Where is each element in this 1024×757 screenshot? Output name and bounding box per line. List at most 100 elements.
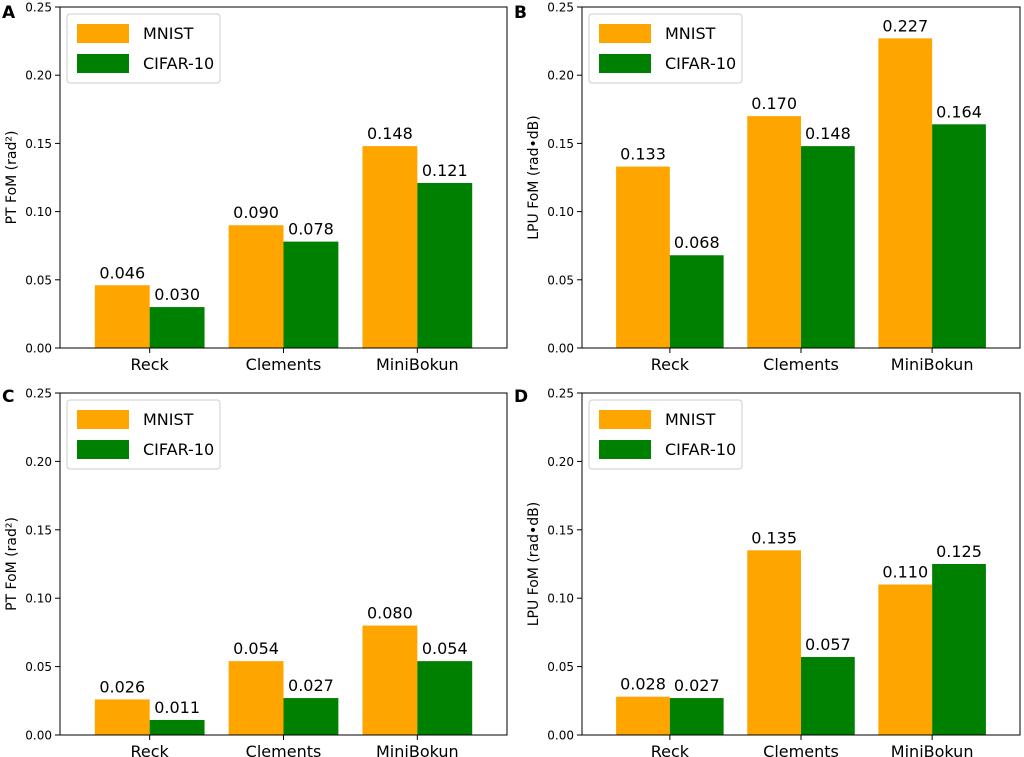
y-tick-label: 0.20 — [25, 455, 52, 469]
bar-cifar-10-reck — [149, 719, 205, 735]
y-tick-label: 0.25 — [25, 387, 52, 401]
axes-frame — [581, 6, 1021, 349]
legend-swatch-cifar-10 — [77, 54, 129, 73]
chart-panel-c: C 0.026 0.011 Reck 0.054 0.027 Clements 0.080 0.… — [2, 387, 508, 757]
value-label: 0.028 — [620, 675, 666, 694]
legend-swatch-mnist — [77, 410, 129, 429]
bar-mnist-minibokun — [362, 146, 418, 348]
y-tick-label: 0.05 — [25, 660, 52, 674]
value-label: 0.068 — [674, 233, 720, 252]
value-label: 0.148 — [367, 124, 413, 143]
bar-cifar-10-minibokun — [417, 661, 473, 735]
bar-cifar-10-clements — [801, 657, 855, 735]
bar-cifar-10-clements — [283, 698, 339, 735]
x-tick-label: MiniBokun — [891, 742, 974, 757]
legend-swatch-cifar-10 — [77, 440, 129, 459]
legend-label: CIFAR-10 — [665, 440, 736, 459]
legend-swatch-cifar-10 — [599, 54, 651, 73]
value-label: 0.121 — [422, 161, 468, 180]
value-label: 0.170 — [751, 94, 797, 113]
bar-cifar-10-clements — [801, 146, 855, 348]
y-tick-label: 0.10 — [547, 205, 574, 219]
legend-label: MNIST — [143, 410, 194, 429]
y-tick-label: 0.15 — [547, 523, 574, 537]
y-tick-label: 0.20 — [547, 455, 574, 469]
value-label: 0.078 — [288, 220, 334, 239]
x-tick-label: Clements — [246, 355, 322, 374]
y-tick-label: 0.05 — [547, 273, 574, 287]
y-axis-label: PT FoM (rad²) — [4, 517, 20, 611]
legend-swatch-cifar-10 — [599, 440, 651, 459]
y-tick-label: 0.10 — [25, 592, 52, 606]
legend-label: MNIST — [143, 24, 194, 43]
value-label: 0.030 — [154, 285, 200, 304]
value-label: 0.046 — [99, 263, 145, 282]
value-label: 0.026 — [99, 677, 145, 696]
value-label: 0.054 — [422, 639, 468, 658]
y-axis-label: LPU FoM (rad•dB) — [526, 115, 542, 239]
value-label: 0.080 — [367, 604, 413, 623]
value-label: 0.090 — [233, 203, 279, 222]
y-tick-label: 0.00 — [547, 729, 574, 743]
bar-mnist-minibokun — [362, 625, 418, 735]
y-tick-label: 0.10 — [25, 205, 52, 219]
bar-mnist-minibokun — [878, 584, 933, 735]
legend-swatch-mnist — [599, 24, 651, 43]
chart-panel-a: A 0.046 0.030 Reck 0.090 0.078 Clements 0.148 0.… — [2, 1, 508, 374]
bar-mnist-reck — [616, 696, 670, 735]
bar-mnist-clements — [747, 550, 801, 735]
x-tick-label: Clements — [246, 742, 322, 757]
value-label: 0.125 — [936, 542, 982, 561]
axes-frame — [581, 392, 1021, 736]
panel-letter: C — [2, 387, 14, 407]
panel-letter: A — [2, 3, 16, 23]
x-tick-label: Reck — [131, 355, 170, 374]
value-label: 0.011 — [154, 698, 200, 717]
value-label: 0.227 — [882, 16, 928, 35]
y-tick-label: 0.25 — [25, 1, 52, 15]
y-tick-label: 0.25 — [547, 1, 574, 15]
panel-letter: D — [514, 387, 528, 407]
value-label: 0.110 — [882, 563, 928, 582]
y-tick-label: 0.00 — [25, 342, 52, 356]
bar-mnist-clements — [228, 225, 284, 348]
legend-swatch-mnist — [599, 410, 651, 429]
bar-cifar-10-minibokun — [932, 564, 986, 735]
bar-mnist-minibokun — [878, 38, 933, 348]
y-tick-label: 0.00 — [547, 342, 574, 356]
y-tick-label: 0.10 — [547, 592, 574, 606]
chart-panel-d: D 0.028 0.027 Reck 0.135 0.057 Clements 0.110 0.… — [514, 387, 1021, 757]
bar-cifar-10-clements — [283, 241, 339, 348]
y-tick-label: 0.20 — [25, 69, 52, 83]
x-tick-label: Reck — [651, 742, 690, 757]
y-axis-label: LPU FoM (rad•dB) — [526, 502, 542, 626]
y-tick-label: 0.15 — [25, 523, 52, 537]
bar-mnist-clements — [228, 661, 284, 735]
legend-label: CIFAR-10 — [143, 54, 214, 73]
x-tick-label: Clements — [763, 355, 839, 374]
x-tick-label: MiniBokun — [891, 355, 974, 374]
bar-cifar-10-reck — [149, 307, 205, 348]
value-label: 0.027 — [674, 676, 720, 695]
legend-swatch-mnist — [77, 24, 129, 43]
y-tick-label: 0.15 — [25, 137, 52, 151]
value-label: 0.133 — [620, 145, 666, 164]
value-label: 0.135 — [751, 528, 797, 547]
legend-label: CIFAR-10 — [665, 54, 736, 73]
value-label: 0.148 — [805, 124, 851, 143]
x-tick-label: Reck — [651, 355, 690, 374]
value-label: 0.054 — [233, 639, 279, 658]
bar-cifar-10-minibokun — [932, 124, 986, 348]
value-label: 0.164 — [936, 102, 982, 121]
legend-label: MNIST — [665, 410, 716, 429]
bar-cifar-10-reck — [669, 255, 724, 348]
value-label: 0.057 — [805, 635, 851, 654]
legend-label: MNIST — [665, 24, 716, 43]
panel-letter: B — [514, 3, 527, 23]
x-tick-label: Clements — [763, 742, 839, 757]
y-tick-label: 0.25 — [547, 387, 574, 401]
y-axis-label: PT FoM (rad²) — [4, 131, 20, 225]
bar-mnist-reck — [94, 285, 150, 348]
legend-label: CIFAR-10 — [143, 440, 214, 459]
